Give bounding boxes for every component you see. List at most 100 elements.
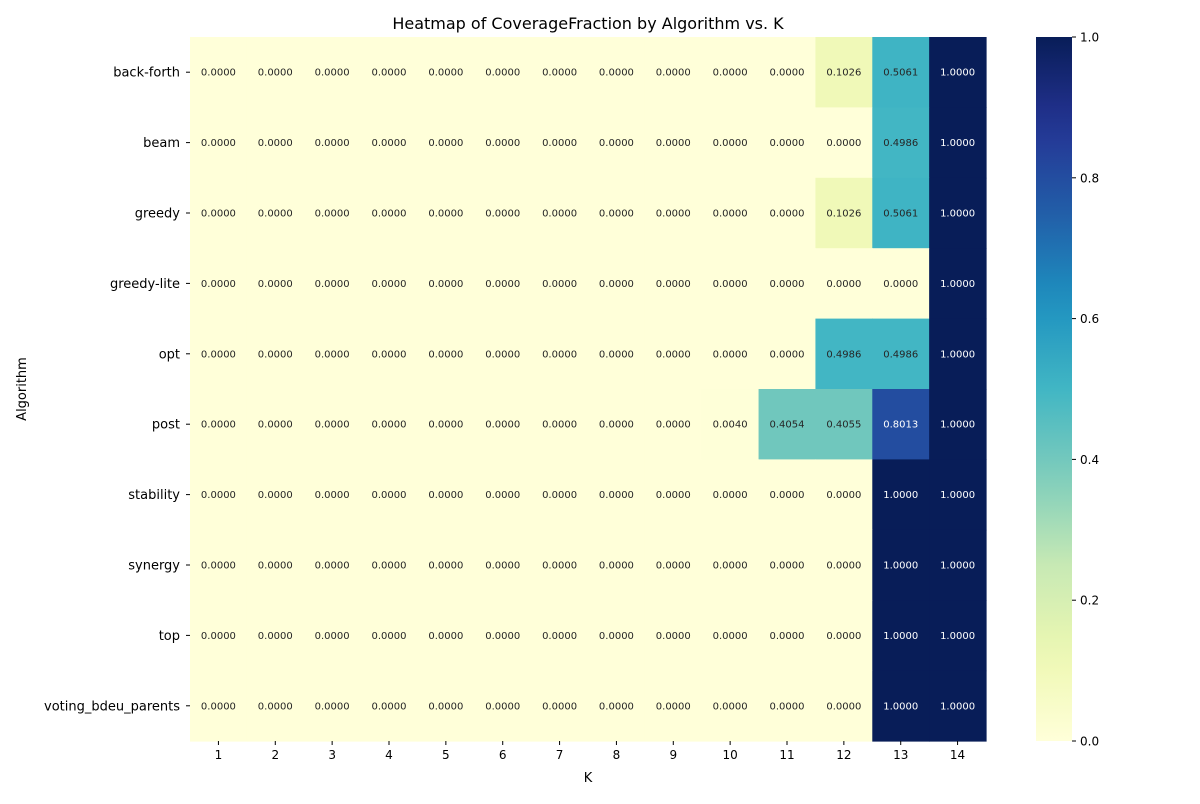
heatmap-cell [758,529,817,601]
cell-value-label: 0.0000 [201,420,236,431]
heatmap-cell [417,318,475,390]
heatmap-cell [758,177,817,249]
heatmap-cell [701,529,760,601]
cell-value-label: 1.0000 [940,561,975,572]
cell-value-label: 0.0000 [826,138,861,149]
heatmap-cell [246,389,305,460]
cell-value-label: 0.0000 [428,279,463,290]
cell-value-label: 0.0000 [315,279,350,290]
colorbar-tick-label: 0.6 [1080,312,1099,326]
heatmap-cell [588,107,646,179]
y-tick-label: beam [143,136,180,151]
cell-value-label: 0.0000 [258,631,293,642]
heatmap-cell [531,600,589,672]
cell-value-label: 0.0040 [713,420,748,431]
cell-value-label: 0.0000 [713,279,748,290]
heatmap-cell [815,37,873,108]
heatmap-cell [644,107,703,179]
cell-value-label: 0.0000 [315,631,350,642]
heatmap-cell [644,37,703,108]
cell-value-label: 0.0000 [315,209,350,220]
heatmap-cell [531,37,589,108]
heatmap-cell [303,600,362,672]
cell-value-label: 0.0000 [428,701,463,712]
heatmap-cell [701,37,760,108]
cell-value-label: 0.0000 [713,561,748,572]
cell-value-label: 0.0000 [826,279,861,290]
heatmap-cell [929,529,987,601]
cell-value-label: 0.0000 [599,701,634,712]
cell-value-label: 0.0000 [770,138,805,149]
heatmap-cell [929,248,987,320]
heatmap-cell [701,670,760,742]
cell-value-label: 0.4986 [826,349,861,360]
colorbar-tick-label: 0.8 [1080,171,1099,185]
x-tick-label: 3 [328,748,336,762]
cell-value-label: 0.0000 [485,490,520,501]
cell-value-label: 0.0000 [258,138,293,149]
heatmap-cell [417,670,475,742]
heatmap-cell [588,37,646,108]
colorbar-tick-label: 0.4 [1080,453,1099,467]
heatmap-cell [872,248,930,320]
heatmap-cell [531,107,589,179]
heatmap-cell [246,318,305,390]
cell-value-label: 0.0000 [315,490,350,501]
y-tick-label: stability [128,488,180,503]
heatmap-cell [474,107,532,179]
cell-value-label: 0.0000 [542,631,577,642]
heatmap-cell [303,529,362,601]
cell-value-label: 0.0000 [372,138,407,149]
heatmap-cell [929,459,987,531]
cell-value-label: 0.0000 [428,68,463,79]
heatmap-cell [190,177,248,249]
cell-value-label: 0.0000 [542,701,577,712]
heatmap-cell [644,529,703,601]
heatmap-cells [190,37,987,742]
cell-value-label: 0.0000 [599,68,634,79]
cell-value-label: 0.0000 [372,701,407,712]
y-tick-label: greedy [135,207,181,222]
heatmap-cell [815,107,873,179]
cell-value-label: 1.0000 [940,68,975,79]
heatmap-cell [929,37,987,108]
cell-value-label: 0.0000 [713,631,748,642]
y-tick-label: back-forth [113,66,180,81]
cell-value-label: 0.0000 [770,349,805,360]
y-tick-label: opt [159,347,180,362]
cell-value-label: 0.0000 [826,631,861,642]
cell-value-label: 0.0000 [258,701,293,712]
y-tick-label: voting_bdeu_parents [44,699,180,714]
heatmap-cell [588,600,646,672]
heatmap-cell [588,177,646,249]
cell-value-label: 0.0000 [770,209,805,220]
cell-value-label: 0.0000 [485,701,520,712]
heatmap-cell [474,529,532,601]
heatmap-cell [360,107,419,179]
heatmap-cell [190,318,248,390]
heatmap-cell [758,318,817,390]
heatmap-cell [474,389,532,460]
heatmap-cell [644,248,703,320]
cell-value-label: 1.0000 [940,631,975,642]
cell-value-label: 0.0000 [656,349,691,360]
cell-value-label: 0.5061 [883,209,918,220]
cell-value-label: 0.0000 [315,349,350,360]
cell-value-label: 0.0000 [542,68,577,79]
colorbar [1036,37,1072,741]
heatmap-cell [246,529,305,601]
x-tick-label: 7 [556,748,564,762]
cell-value-label: 0.0000 [599,279,634,290]
heatmap-cell [929,318,987,390]
heatmap-cell [303,389,362,460]
cell-value-label: 0.0000 [428,420,463,431]
cell-value-label: 0.0000 [258,349,293,360]
heatmap-cell [815,248,873,320]
cell-value-label: 0.0000 [372,209,407,220]
heatmap-cell [929,177,987,249]
cell-value-label: 0.0000 [770,68,805,79]
heatmap-cell [303,37,362,108]
heatmap-cell [872,389,930,460]
cell-value-label: 0.0000 [372,420,407,431]
x-tick-label: 8 [613,748,621,762]
